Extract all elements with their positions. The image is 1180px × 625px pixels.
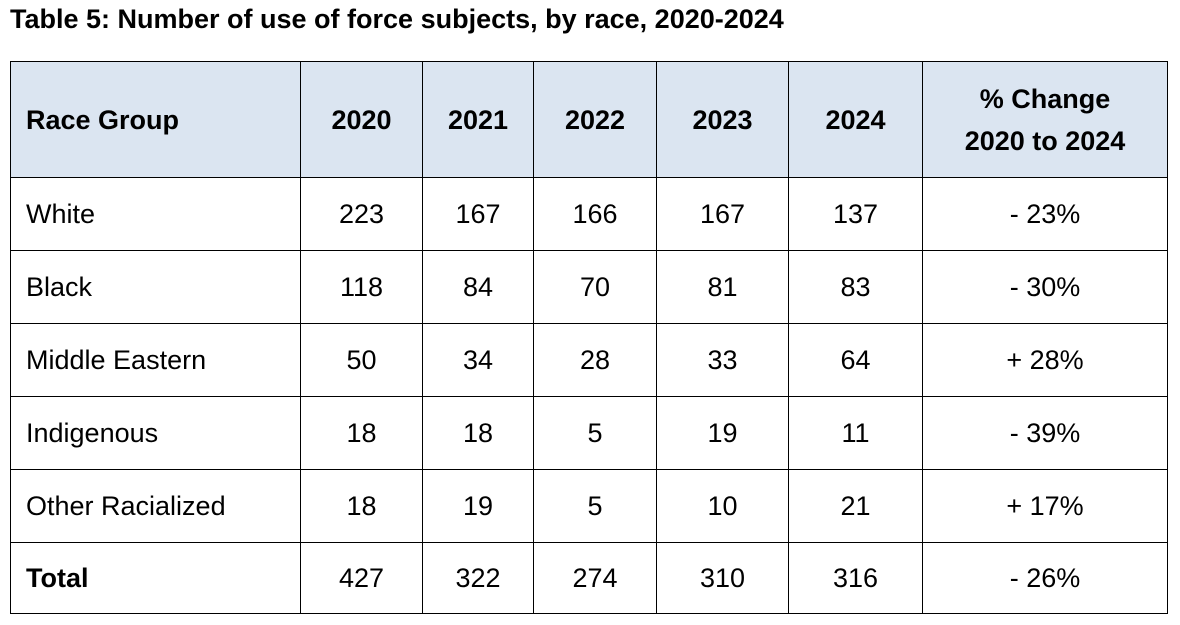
- header-year-2021: 2021: [422, 61, 534, 178]
- change-cell: - 39%: [922, 396, 1168, 470]
- header-year-2020: 2020: [300, 61, 423, 178]
- header-row: Race Group 2020 2021 2022 2023 2024 % Ch…: [10, 61, 1168, 178]
- total-cell-2024: 316: [788, 542, 923, 614]
- race-cell: Middle Eastern: [10, 323, 301, 397]
- value-cell-2021: 18: [422, 396, 534, 470]
- value-cell-2020: 118: [300, 250, 423, 324]
- table-body: White 223 167 166 167 137 - 23% Black 11…: [10, 177, 1168, 614]
- value-cell-2022: 28: [533, 323, 657, 397]
- value-cell-2022: 70: [533, 250, 657, 324]
- value-cell-2023: 19: [656, 396, 789, 470]
- value-cell-2024: 83: [788, 250, 923, 324]
- value-cell-2021: 167: [422, 177, 534, 251]
- header-year-2022: 2022: [533, 61, 657, 178]
- total-label: Total: [10, 542, 301, 614]
- value-cell-2023: 167: [656, 177, 789, 251]
- total-cell-2022: 274: [533, 542, 657, 614]
- value-cell-2022: 166: [533, 177, 657, 251]
- use-of-force-table: Race Group 2020 2021 2022 2023 2024 % Ch…: [10, 61, 1168, 614]
- value-cell-2020: 50: [300, 323, 423, 397]
- value-cell-2020: 223: [300, 177, 423, 251]
- change-cell: + 17%: [922, 469, 1168, 543]
- table-row: Black 118 84 70 81 83 - 30%: [10, 250, 1168, 324]
- header-percent-change-line1: % Change: [979, 83, 1111, 114]
- value-cell-2024: 137: [788, 177, 923, 251]
- value-cell-2023: 10: [656, 469, 789, 543]
- total-cell-2020: 427: [300, 542, 423, 614]
- value-cell-2024: 21: [788, 469, 923, 543]
- value-cell-2021: 84: [422, 250, 534, 324]
- value-cell-2022: 5: [533, 469, 657, 543]
- change-cell: - 23%: [922, 177, 1168, 251]
- table-row: Middle Eastern 50 34 28 33 64 + 28%: [10, 323, 1168, 397]
- change-cell: - 30%: [922, 250, 1168, 324]
- table-row: Other Racialized 18 19 5 10 21 + 17%: [10, 469, 1168, 543]
- table-title: Table 5: Number of use of force subjects…: [10, 4, 784, 34]
- total-cell-2023: 310: [656, 542, 789, 614]
- value-cell-2023: 33: [656, 323, 789, 397]
- total-cell-2021: 322: [422, 542, 534, 614]
- header-race-group: Race Group: [10, 61, 301, 178]
- table-row: White 223 167 166 167 137 - 23%: [10, 177, 1168, 251]
- total-row: Total 427 322 274 310 316 - 26%: [10, 542, 1168, 614]
- table-header: Race Group 2020 2021 2022 2023 2024 % Ch…: [10, 61, 1168, 178]
- value-cell-2022: 5: [533, 396, 657, 470]
- header-year-2023: 2023: [656, 61, 789, 178]
- value-cell-2020: 18: [300, 469, 423, 543]
- value-cell-2024: 64: [788, 323, 923, 397]
- value-cell-2024: 11: [788, 396, 923, 470]
- value-cell-2021: 19: [422, 469, 534, 543]
- total-change-cell: - 26%: [922, 542, 1168, 614]
- race-cell: Indigenous: [10, 396, 301, 470]
- header-year-2024: 2024: [788, 61, 923, 178]
- header-percent-change: % Change 2020 to 2024: [922, 61, 1168, 178]
- value-cell-2021: 34: [422, 323, 534, 397]
- race-cell: Other Racialized: [10, 469, 301, 543]
- race-cell: Black: [10, 250, 301, 324]
- change-cell: + 28%: [922, 323, 1168, 397]
- race-cell: White: [10, 177, 301, 251]
- header-percent-change-line2: 2020 to 2024: [964, 125, 1126, 156]
- table-row: Indigenous 18 18 5 19 11 - 39%: [10, 396, 1168, 470]
- value-cell-2023: 81: [656, 250, 789, 324]
- value-cell-2020: 18: [300, 396, 423, 470]
